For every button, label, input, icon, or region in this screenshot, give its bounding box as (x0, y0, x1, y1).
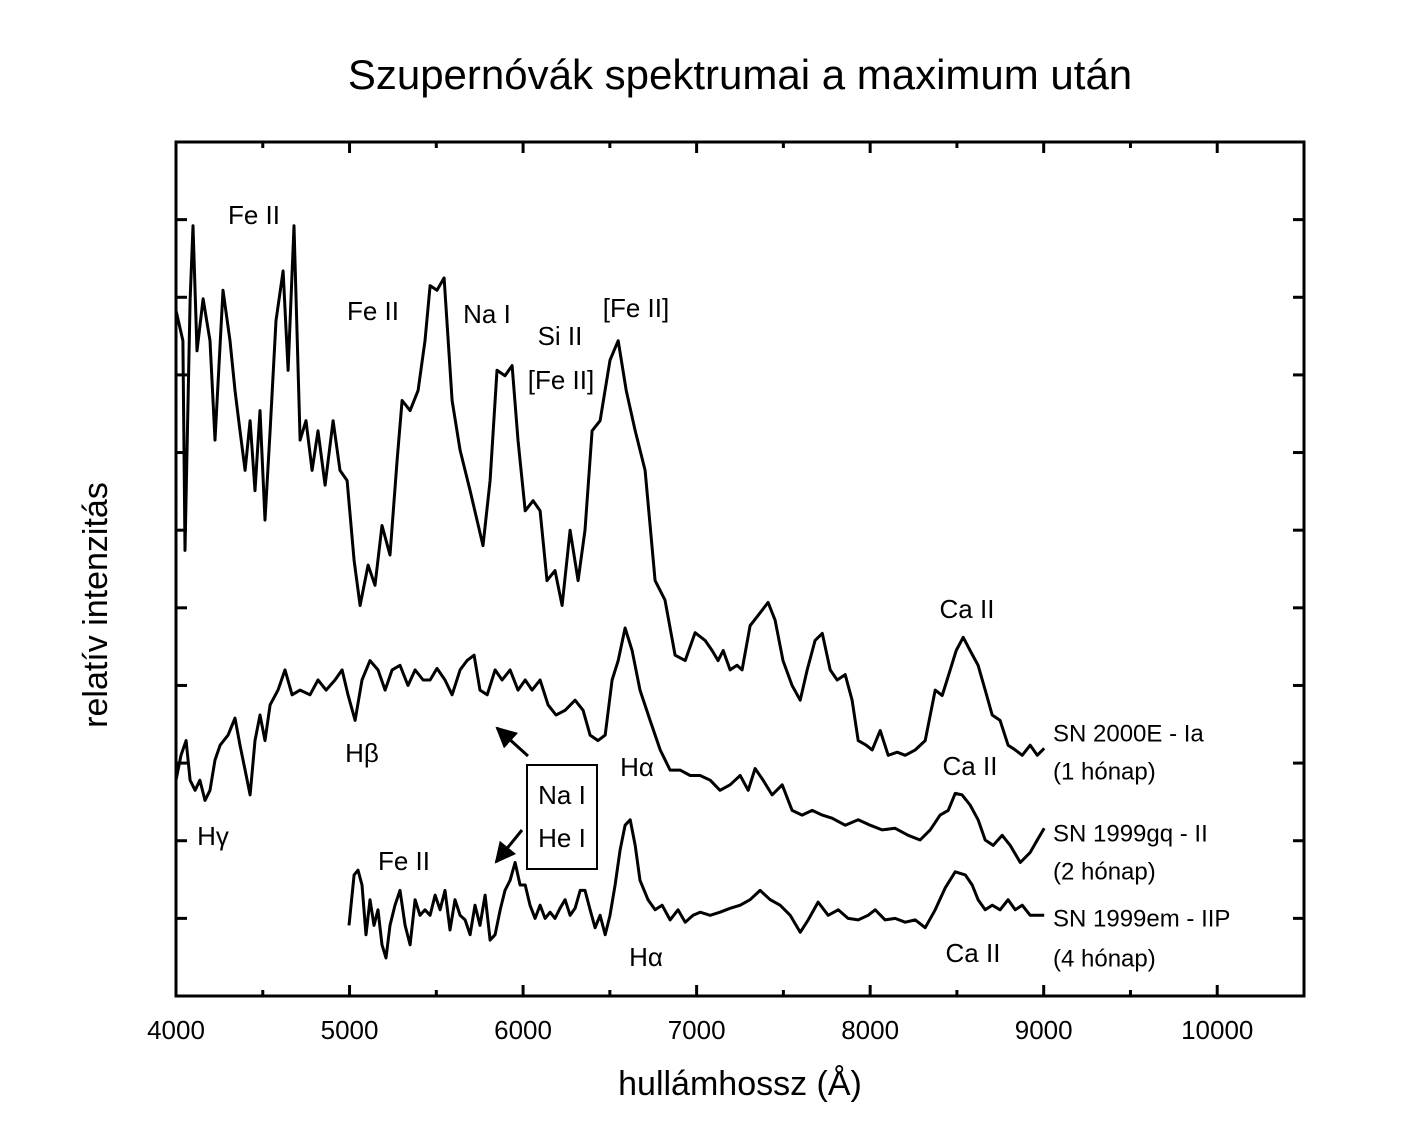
spectrum-line (174, 626, 1046, 864)
annotation: Fe II (228, 200, 280, 230)
legend-label: (4 hónap) (1053, 945, 1156, 972)
y-axis-label: relatív intenzitás (77, 482, 115, 728)
legend-label: SN 2000E - Ia (1053, 720, 1204, 747)
annotation: Si II (538, 321, 583, 351)
x-tick-label: 9000 (1015, 1015, 1073, 1045)
arrow (494, 829, 524, 864)
annotation: Ca II (946, 938, 1001, 968)
x-tick-label: 6000 (494, 1015, 552, 1045)
legend-label: SN 1999gq - II (1053, 820, 1208, 847)
annotation: Hβ (345, 738, 379, 768)
chart-title: Szupernóvák spektrumai a maximum után (348, 51, 1132, 98)
x-tick-label: 4000 (147, 1015, 205, 1045)
spectrum-line (347, 818, 1045, 960)
annotation: Na I (463, 299, 511, 329)
legend-label: SN 1999em - IIP (1053, 905, 1230, 932)
annotation: [Fe II] (528, 365, 594, 395)
x-tick-label: 8000 (841, 1015, 899, 1045)
legend-label: (2 hónap) (1053, 858, 1156, 885)
annotation: Fe II (347, 296, 399, 326)
annotation: [Fe II] (603, 293, 669, 323)
annotation: He I (538, 823, 586, 853)
x-tick-label: 5000 (321, 1015, 379, 1045)
annotation: Hα (629, 942, 663, 972)
arrow (495, 726, 530, 758)
legend-label: (1 hónap) (1053, 758, 1156, 785)
plot-frame (174, 140, 1306, 998)
annotation: Ca II (940, 594, 995, 624)
annotation: Hα (620, 752, 654, 782)
x-axis-label: hullámhossz (Å) (618, 1065, 862, 1103)
x-tick-label: 7000 (668, 1015, 726, 1045)
spectrum-line (174, 224, 1046, 757)
x-tick-label: 10000 (1181, 1015, 1253, 1045)
annotation: Na I (538, 780, 586, 810)
annotation-box (526, 764, 598, 870)
annotation: Fe II (378, 846, 430, 876)
annotation: Hγ (197, 821, 229, 851)
annotation: Ca II (943, 751, 998, 781)
